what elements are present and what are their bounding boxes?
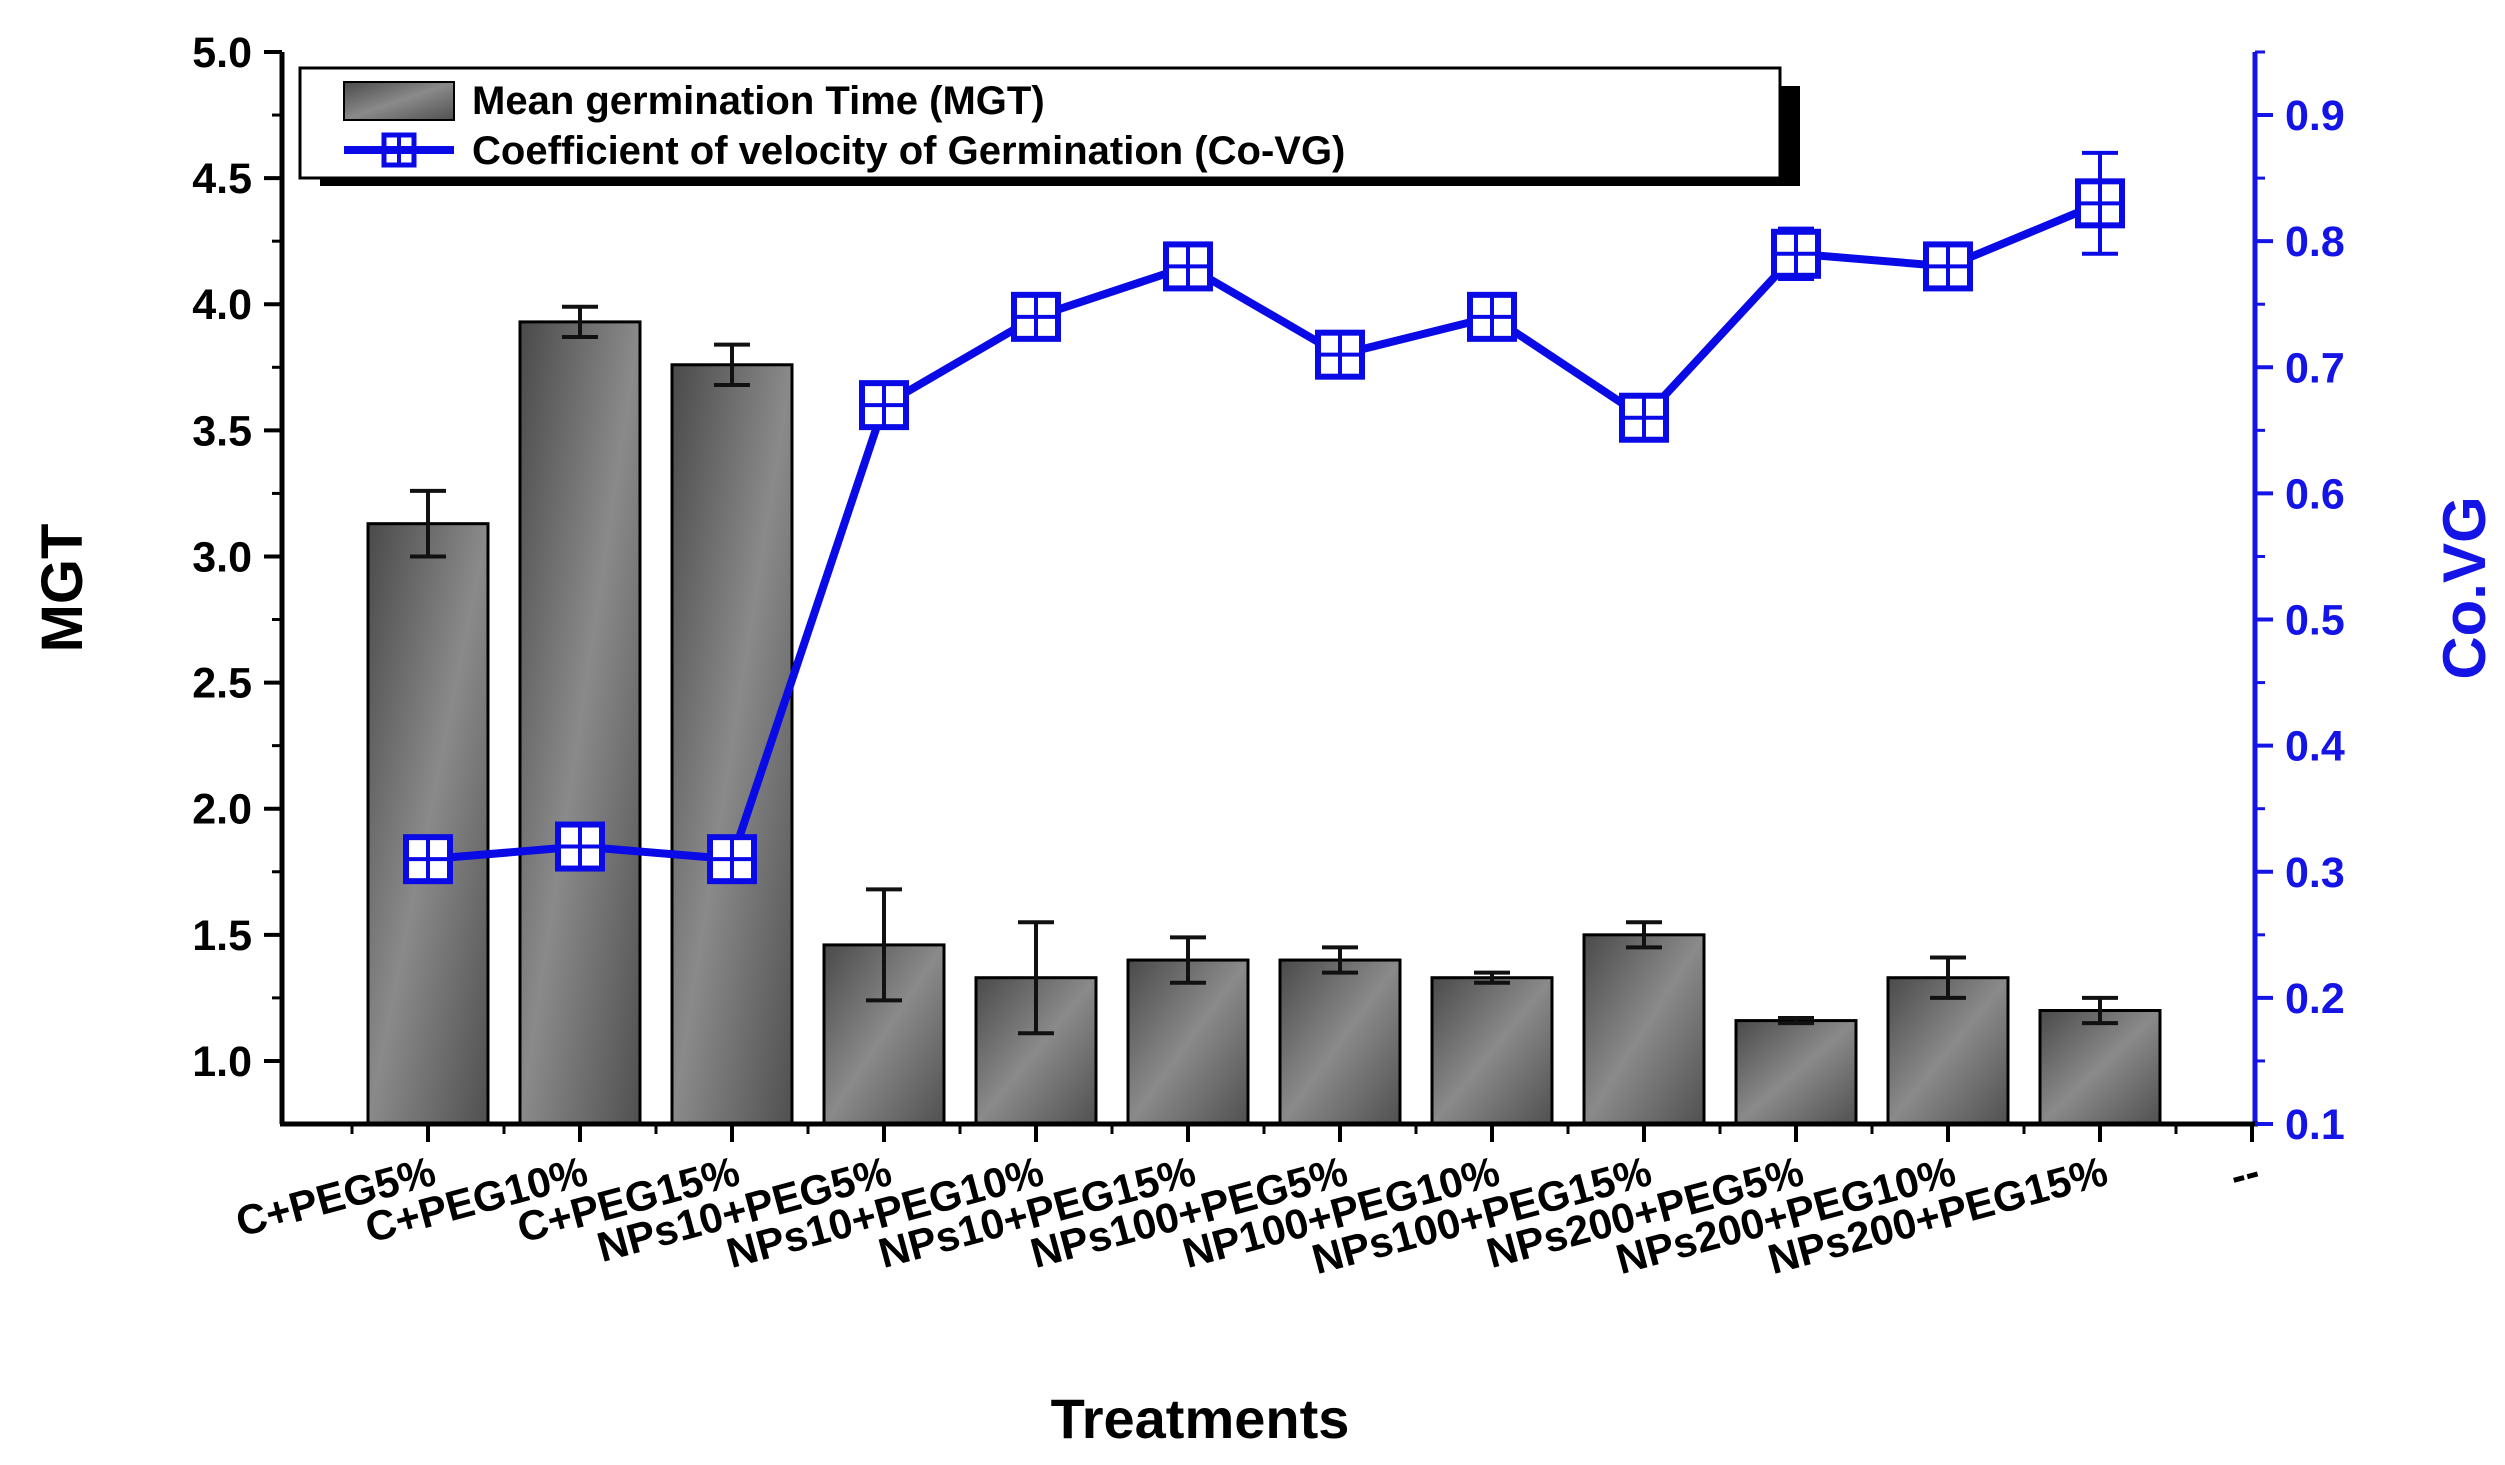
right-tick-label: 0.6 xyxy=(2285,470,2345,518)
covg-point xyxy=(1771,228,1821,279)
left-axis-ticks: 1.0 1.5 2.0 2.5 3.0 3.5 4.0 4.5 5.0 xyxy=(192,29,282,1086)
mgt-bar xyxy=(366,522,490,1126)
covg-point xyxy=(1315,329,1365,380)
mgt-error-bars xyxy=(410,304,2118,1036)
axes: 1.0 1.5 2.0 2.5 3.0 3.5 4.0 4.5 5.0 0.1 0.2 0.3 0.4… xyxy=(192,29,2345,1283)
legend-line-label: Coefficient of velocity of Germination (… xyxy=(472,129,1345,173)
covg-point xyxy=(1011,291,1061,342)
covg-point xyxy=(555,821,605,872)
right-tick-label: 0.4 xyxy=(2285,723,2345,771)
left-tick-label: 4.0 xyxy=(192,281,252,329)
covg-point xyxy=(859,380,909,431)
mgt-bar xyxy=(1126,958,1250,1126)
covg-line-layer xyxy=(403,150,2125,885)
right-tick-label: 0.3 xyxy=(2285,849,2345,897)
mgt-error-bar xyxy=(1778,1016,1814,1026)
left-tick-label: 3.5 xyxy=(192,407,252,455)
mgt-error-bar xyxy=(866,887,902,1003)
y-axis-left-title: MGT xyxy=(30,524,95,653)
left-tick-label: 4.5 xyxy=(192,155,252,203)
covg-point xyxy=(707,834,757,885)
mgt-error-bar xyxy=(1474,970,1510,985)
left-tick-label: 5.0 xyxy=(192,29,252,77)
mgt-error-bar xyxy=(1018,920,1054,1036)
covg-point xyxy=(1163,241,1213,292)
covg-point xyxy=(1619,392,1669,443)
legend-line-marker xyxy=(381,132,417,168)
mgt-error-bar xyxy=(1170,935,1206,985)
plot-area xyxy=(366,150,2162,1126)
mgt-error-bar xyxy=(410,488,446,559)
y-axis-right-title: Co.VG xyxy=(2431,496,2498,679)
covg-line xyxy=(427,199,2102,864)
left-tick-label: 1.5 xyxy=(192,912,252,960)
x-axis-ticks: C+PEG5%C+PEG10%C+PEG15%NPs10+PEG5%NPs10+… xyxy=(231,1124,2264,1283)
legend-bar-swatch xyxy=(343,81,455,121)
left-tick-label: 1.0 xyxy=(192,1038,252,1086)
mgt-bars xyxy=(366,320,2162,1126)
category-label: -- xyxy=(2225,1147,2264,1200)
mgt-bar xyxy=(2038,1008,2162,1126)
covg-point xyxy=(1923,241,1973,292)
right-tick-label: 0.1 xyxy=(2285,1101,2345,1149)
left-tick-label: 2.5 xyxy=(192,660,252,708)
right-tick-label: 0.9 xyxy=(2285,92,2345,140)
legend-bar-label: Mean germination Time (MGT) xyxy=(472,79,1045,123)
x-axis-title: Treatments xyxy=(1051,1387,1350,1450)
mgt-bar xyxy=(1734,1019,1858,1126)
covg-point xyxy=(403,834,453,885)
legend-box xyxy=(298,66,1782,180)
left-tick-label: 3.0 xyxy=(192,533,252,581)
left-tick-label: 2.0 xyxy=(192,786,252,834)
mgt-bar xyxy=(1278,958,1402,1126)
right-tick-label: 0.7 xyxy=(2285,344,2345,392)
mgt-bar xyxy=(518,320,642,1126)
mgt-error-bar xyxy=(1930,955,1966,1000)
right-tick-label: 0.5 xyxy=(2285,597,2345,645)
covg-point xyxy=(2075,178,2125,229)
mgt-error-bar xyxy=(1626,920,1662,950)
right-axis-ticks: 0.1 0.2 0.3 0.4 0.5 0.6 0.7 0.8 0.9 xyxy=(2255,50,2345,1149)
right-tick-label: 0.8 xyxy=(2285,218,2345,266)
mgt-error-bar xyxy=(714,342,750,387)
legend: Mean germination Time (MGT) Coefficient … xyxy=(298,66,1800,186)
mgt-error-bar xyxy=(562,304,598,340)
mgt-error-bar xyxy=(2082,995,2118,1026)
mgt-bar xyxy=(1430,976,1554,1126)
right-tick-label: 0.2 xyxy=(2285,975,2345,1023)
mgt-error-bar xyxy=(1322,945,1358,975)
covg-point xyxy=(1467,291,1517,342)
mgt-bar xyxy=(1582,933,1706,1126)
